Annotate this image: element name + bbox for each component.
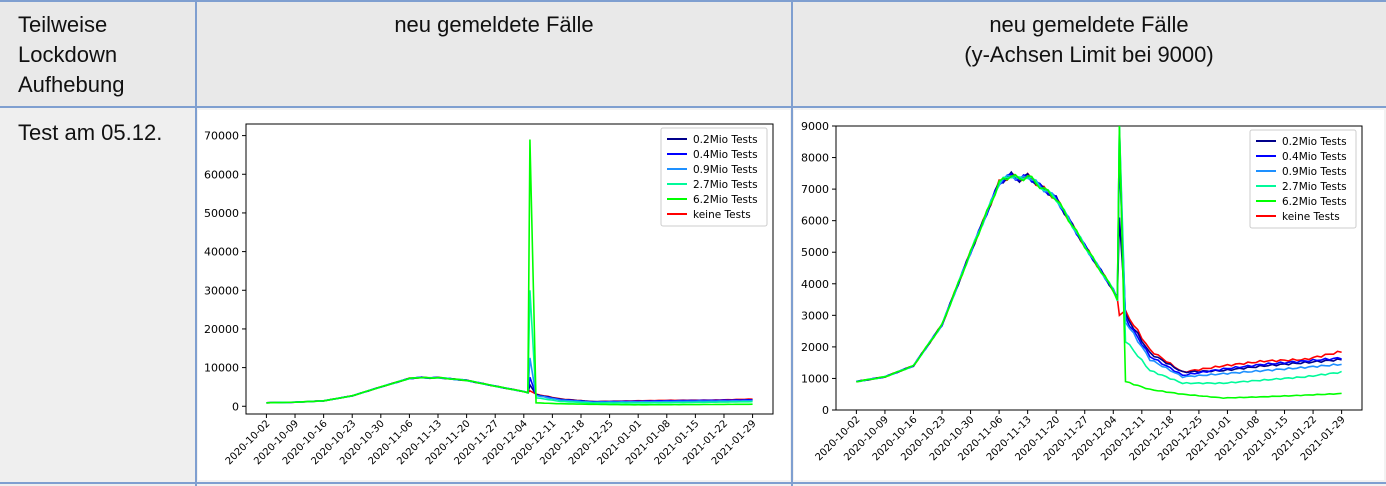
chart1-legend-box (660, 127, 768, 227)
chart1-y-tick-label: 30000 (204, 284, 239, 297)
chart1-y-tick-label: 20000 (204, 323, 239, 336)
chart2-legend-label: 0.9Mio Tests (1282, 166, 1347, 178)
grid-line-header (0, 106, 1386, 108)
grid-line-top (0, 0, 1386, 2)
chart1-y-tick-label: 70000 (204, 130, 239, 143)
chart2-legend-label: keine Tests (1282, 211, 1340, 223)
header-col1: Teilweise Lockdown Aufhebung (18, 10, 188, 100)
chart2-y-tick-label: 6000 (801, 215, 829, 228)
chart1-series-line (266, 139, 753, 406)
chart2-y-tick-label: 7000 (801, 183, 829, 196)
header-col2: neu gemeldete Fälle (196, 10, 792, 40)
chart-2: 0100020003000400050006000700080009000202… (801, 120, 1363, 463)
chart1-legend-label: 0.9Mio Tests (693, 164, 758, 176)
chart1-y-tick-label: 10000 (204, 362, 239, 375)
header-col1-line: Teilweise (18, 12, 108, 37)
chart1-y-tick-label: 0 (232, 400, 239, 413)
chart2-legend-label: 2.7Mio Tests (1282, 181, 1347, 193)
chart1-legend-label: 0.2Mio Tests (693, 134, 758, 146)
chart2-legend-label: 0.4Mio Tests (1282, 151, 1347, 163)
chart2-y-tick-label: 0 (822, 404, 829, 417)
chart2-legend-box (1249, 129, 1357, 229)
header-col3: neu gemeldete Fälle (y-Achsen Limit bei … (792, 10, 1386, 70)
grid-line-bottom (0, 482, 1386, 484)
chart1-legend-label: 2.7Mio Tests (693, 179, 758, 191)
chart1-y-tick-label: 50000 (204, 207, 239, 220)
chart2-y-tick-label: 1000 (801, 372, 829, 385)
header-col3-line: (y-Achsen Limit bei 9000) (964, 42, 1214, 67)
chart2-y-tick-label: 2000 (801, 341, 829, 354)
header-col3-line: neu gemeldete Fälle (989, 12, 1189, 37)
grid-line-col2 (791, 0, 793, 486)
chart-1: 0100002000030000400005000060000700002020… (204, 123, 774, 467)
chart1-legend-label: keine Tests (693, 209, 751, 221)
header-col1-line: Lockdown (18, 42, 118, 67)
chart1-y-tick-label: 60000 (204, 168, 239, 181)
chart2-y-tick-label: 8000 (801, 152, 829, 165)
chart2-y-tick-label: 4000 (801, 278, 829, 291)
chart1-legend-label: 6.2Mio Tests (693, 194, 758, 206)
chart-1-panel: 0 10000 20000 30000 40000 50000 60000 70000 2020… (198, 110, 790, 480)
row-label-cell (0, 107, 196, 486)
header-col2-line: neu gemeldete Fälle (394, 12, 594, 37)
header-row (0, 0, 1386, 107)
header-col1-line: Aufhebung (18, 72, 125, 97)
chart2-series-line (856, 126, 1342, 400)
chart2-y-tick-label: 3000 (801, 309, 829, 322)
chart1-y-tick-label: 40000 (204, 246, 239, 259)
grid-line-col1 (195, 0, 197, 486)
chart2-y-tick-label: 5000 (801, 246, 829, 259)
chart2-y-tick-label: 9000 (801, 120, 829, 133)
chart2-legend-label: 0.2Mio Tests (1282, 136, 1347, 148)
chart2-legend-label: 6.2Mio Tests (1282, 196, 1347, 208)
chart-2-panel: 0 1000 2000 3000 4000 5000 6000 7000 8000 9000 202… (794, 110, 1384, 480)
chart1-legend-label: 0.4Mio Tests (693, 149, 758, 161)
row-label: Test am 05.12. (18, 120, 163, 145)
